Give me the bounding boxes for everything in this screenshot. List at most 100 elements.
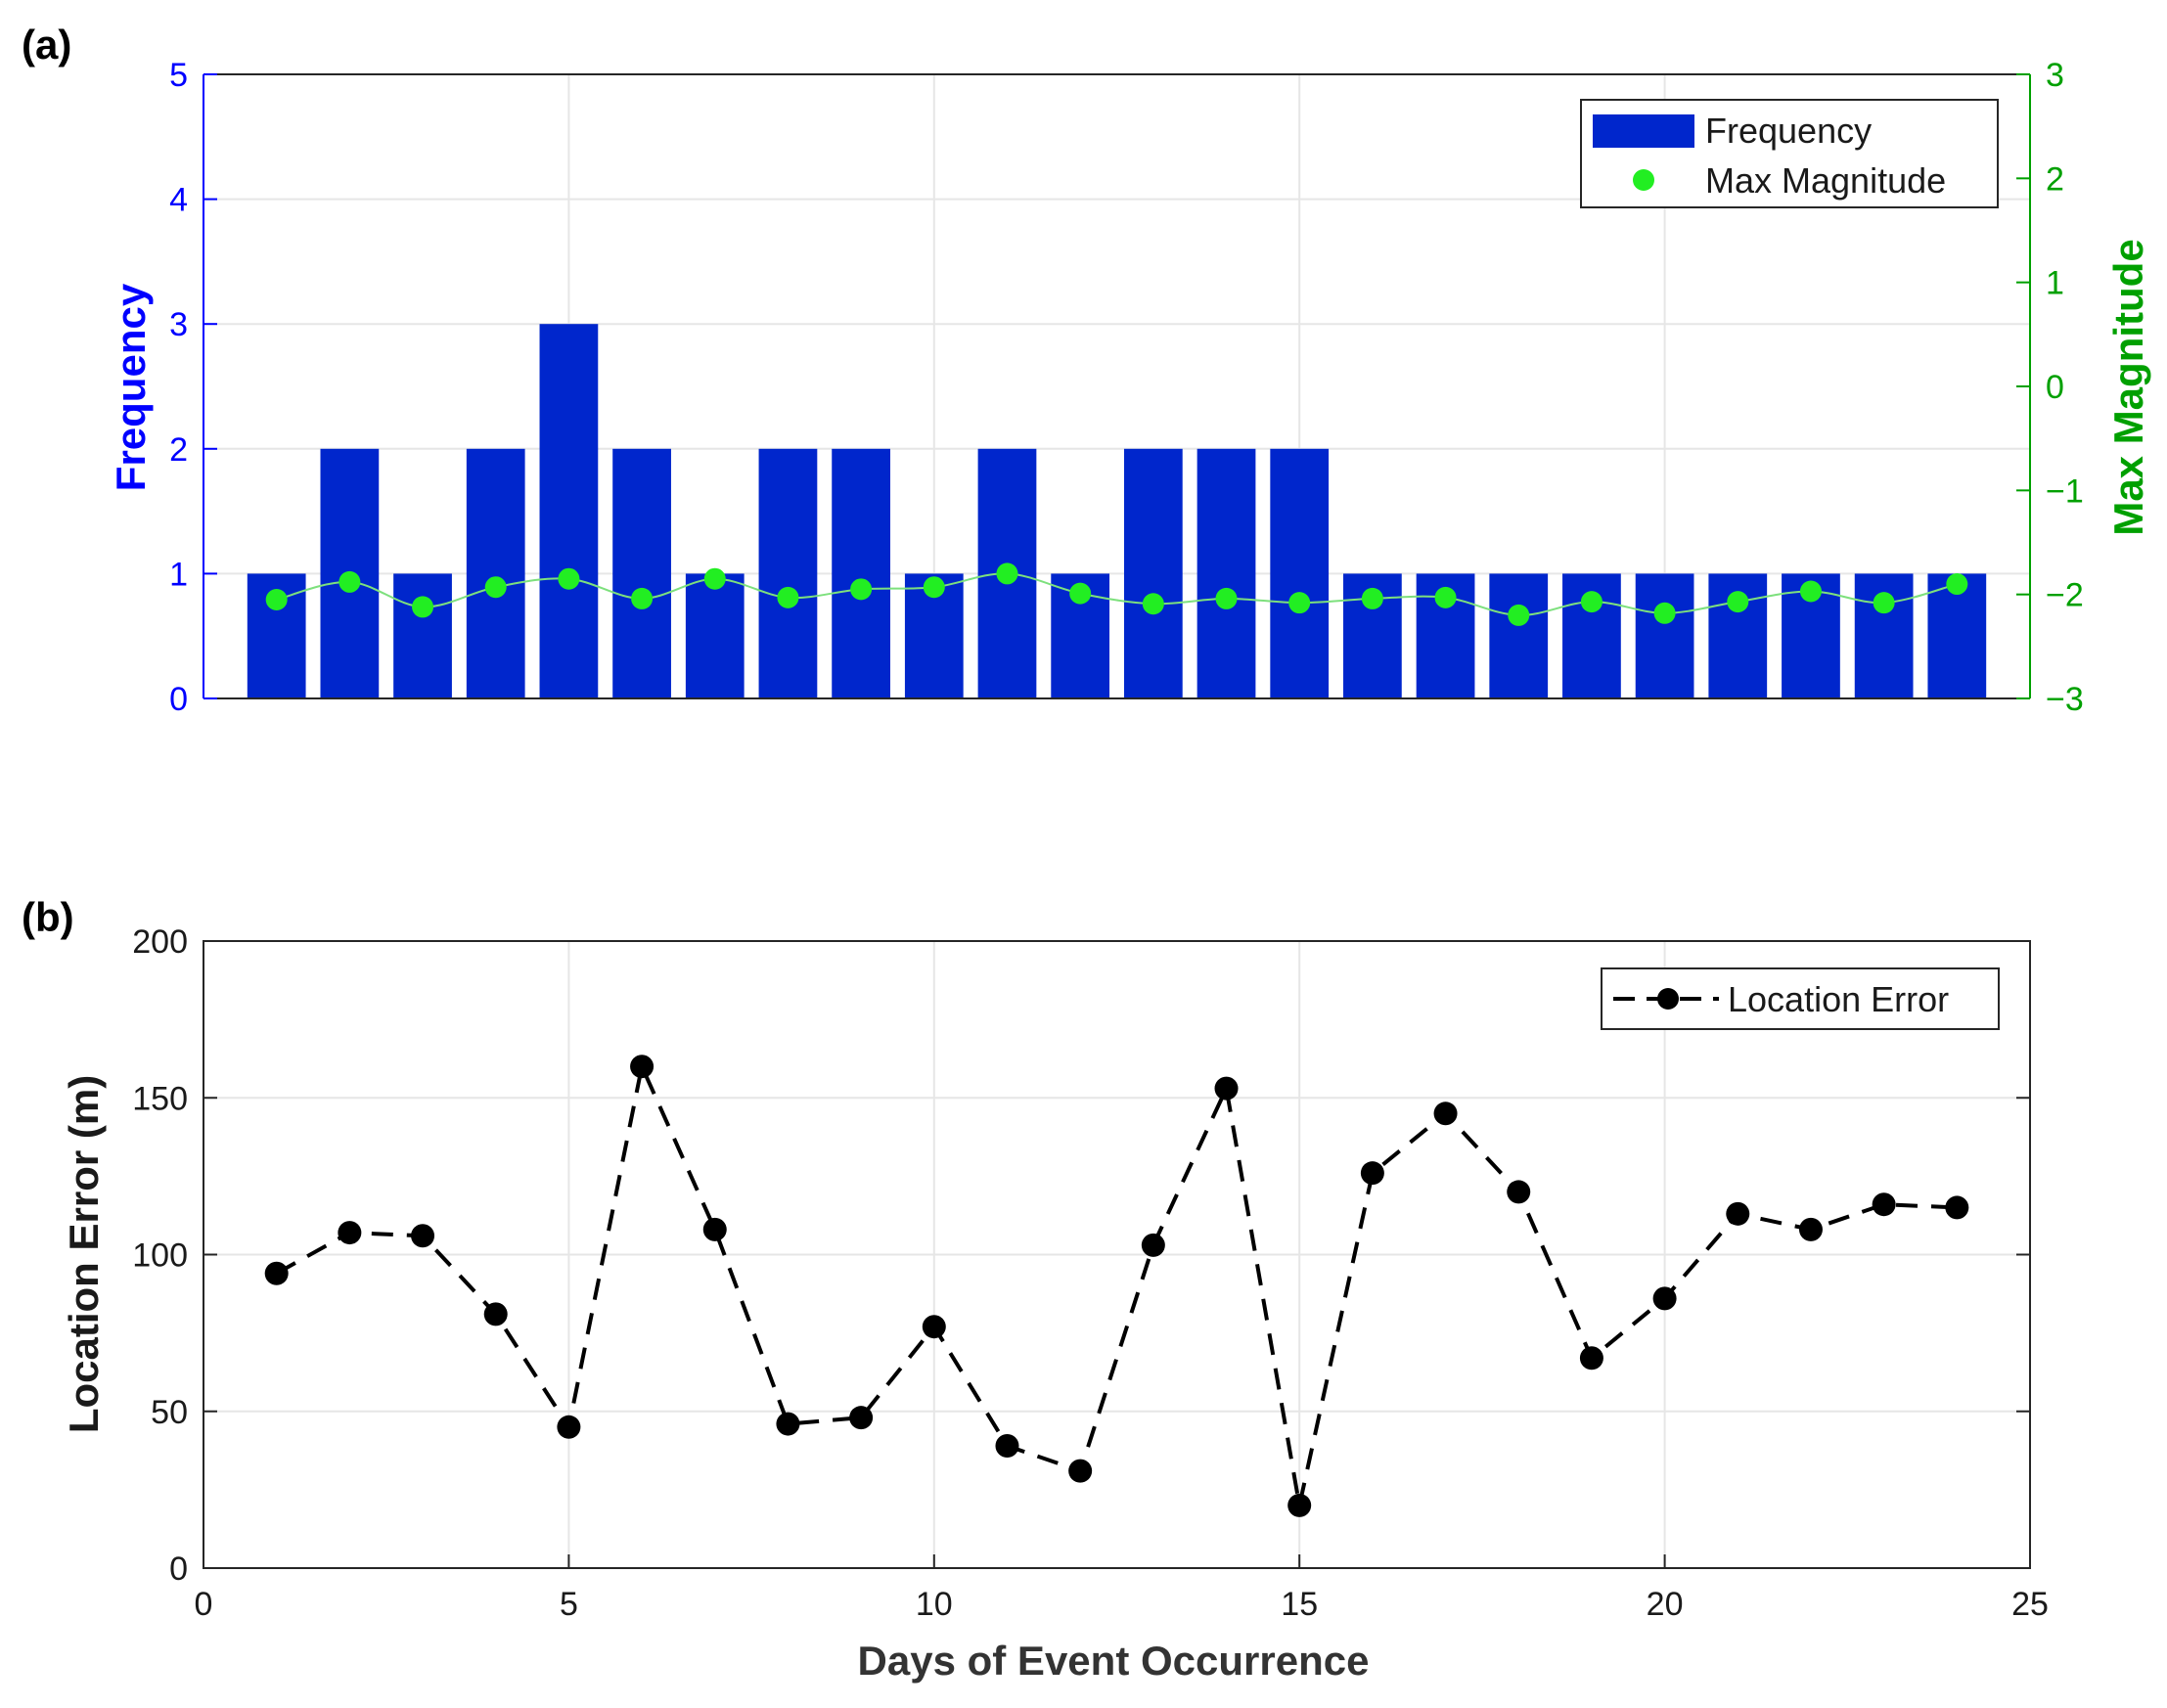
- max-magnitude-point: [777, 586, 799, 608]
- panel-a-right-tick-label: 1: [2046, 265, 2064, 302]
- location-error-point: [1652, 1286, 1677, 1311]
- max-magnitude-point: [1873, 592, 1895, 614]
- panel-b-grid: [203, 940, 2031, 1569]
- frequency-bar: [832, 448, 890, 698]
- panel-a-tag: (a): [22, 22, 71, 67]
- max-magnitude-point: [484, 576, 507, 599]
- panel-a-right-tick-label: 3: [2046, 57, 2064, 94]
- max-magnitude-point: [1508, 604, 1530, 626]
- panel-b-y-tick-label: 50: [151, 1394, 188, 1431]
- max-magnitude-point: [1361, 587, 1383, 609]
- max-magnitude-point: [1142, 593, 1164, 615]
- max-magnitude-point: [1069, 582, 1092, 605]
- location-error-point: [557, 1415, 581, 1439]
- location-error-points: [264, 1055, 1969, 1517]
- location-error-point: [411, 1224, 435, 1248]
- panel-a-left-tick-label: 4: [169, 182, 188, 219]
- max-magnitude-point: [631, 587, 654, 609]
- location-error-point: [1872, 1192, 1896, 1217]
- panel-b-x-tick-label: 5: [560, 1586, 578, 1623]
- frequency-bar: [612, 448, 671, 698]
- max-magnitude-point: [1653, 602, 1676, 624]
- frequency-bar: [1635, 573, 1694, 698]
- panel-b-x-tick-label: 20: [1647, 1586, 1684, 1623]
- location-error-point: [1726, 1201, 1750, 1226]
- location-error-point: [702, 1217, 727, 1241]
- panel-b-x-tick-label: 10: [916, 1586, 953, 1623]
- legend-frequency-swatch: [1593, 114, 1694, 148]
- max-magnitude-point: [1946, 573, 1968, 596]
- panel-a-legend: Frequency Max Magnitude: [1580, 99, 1999, 208]
- location-error-point: [264, 1261, 289, 1285]
- panel-a-right-tick-label: −2: [2046, 577, 2084, 614]
- panel-a-chart: 0 1 2 3 4 5 −3 −2 −1 0 1 2 3 Frequency Max Magnitud…: [108, 57, 2151, 718]
- max-magnitude-point: [1580, 591, 1603, 613]
- panel-b-y-tick-label: 0: [169, 1551, 188, 1588]
- panel-a-right-ticks: −3 −2 −1 0 1 2 3: [2016, 57, 2084, 718]
- max-magnitude-point: [1288, 592, 1311, 614]
- frequency-bar: [393, 573, 452, 698]
- legend-location-error-marker: [1657, 988, 1679, 1010]
- panel-a-left-tick-label: 0: [169, 681, 188, 718]
- frequency-bar: [466, 448, 525, 698]
- panel-b-chart: 0 50 100 150 200 0 5 10 15 20 25 Location Error (…: [61, 923, 2049, 1684]
- legend-max-magnitude-marker: [1633, 169, 1654, 191]
- location-error-point: [1214, 1076, 1239, 1101]
- max-magnitude-point: [412, 596, 434, 618]
- location-error-point: [630, 1055, 655, 1079]
- frequency-bar: [1489, 573, 1549, 698]
- panel-a-right-axis-title: Max Magnitude: [2105, 239, 2151, 535]
- max-magnitude-point: [558, 567, 580, 590]
- panel-a-left-ticks: 0 1 2 3 4 5: [169, 57, 217, 718]
- frequency-bar: [1270, 448, 1330, 698]
- panel-a-right-tick-label: 2: [2046, 160, 2064, 198]
- max-magnitude-point: [1799, 580, 1822, 603]
- location-error-point: [1507, 1180, 1531, 1204]
- panel-a-left-tick-label: 2: [169, 431, 188, 469]
- max-magnitude-point: [1434, 586, 1457, 608]
- max-magnitude-point: [923, 576, 945, 599]
- location-error-point: [1433, 1101, 1458, 1126]
- max-magnitude-point: [996, 562, 1018, 585]
- max-magnitude-points: [265, 562, 1968, 626]
- panel-b-legend: Location Error: [1601, 967, 2000, 1030]
- legend-frequency-label: Frequency: [1705, 111, 1872, 151]
- panel-b-y-tick-label: 200: [132, 923, 188, 961]
- panel-b-tag: (b): [22, 894, 74, 940]
- location-error-point: [338, 1221, 362, 1245]
- frequency-bars: [247, 324, 1987, 698]
- location-error-point: [1141, 1233, 1165, 1257]
- panel-a-left-tick-label: 5: [169, 57, 188, 94]
- panel-a-right-tick-label: −1: [2046, 472, 2084, 510]
- panel-a-y-axis-title: Frequency: [108, 283, 154, 491]
- location-error-point: [776, 1412, 800, 1436]
- frequency-bar: [1196, 448, 1256, 698]
- panel-a-left-tick-label: 3: [169, 306, 188, 343]
- max-magnitude-point: [703, 567, 726, 590]
- panel-b-y-tick-label: 150: [132, 1080, 188, 1117]
- max-magnitude-point: [339, 570, 361, 593]
- frequency-bar: [1123, 448, 1183, 698]
- max-magnitude-point: [850, 578, 873, 601]
- location-error-point: [1945, 1195, 1969, 1220]
- location-error-point: [1068, 1459, 1093, 1483]
- location-error-point: [849, 1406, 874, 1430]
- panel-a-right-tick-label: −3: [2046, 681, 2084, 718]
- location-error-point: [483, 1302, 508, 1326]
- max-magnitude-point: [1215, 587, 1238, 609]
- frequency-bar: [685, 573, 745, 698]
- location-error-point: [922, 1315, 946, 1339]
- panel-b-x-tick-label: 0: [195, 1586, 213, 1623]
- legend-max-magnitude-label: Max Magnitude: [1705, 160, 1946, 201]
- panel-b-x-tick-label: 25: [2011, 1586, 2049, 1623]
- frequency-bar: [539, 324, 599, 698]
- panel-b-x-tick-label: 15: [1281, 1586, 1318, 1623]
- location-error-point: [995, 1434, 1019, 1459]
- location-error-point: [1360, 1161, 1384, 1186]
- location-error-point: [1287, 1493, 1312, 1517]
- location-error-point: [1579, 1346, 1603, 1371]
- panel-b-y-axis-title: Location Error (m): [61, 1075, 107, 1433]
- panel-b-x-ticks: 0 5 10 15 20 25: [195, 1554, 2049, 1623]
- panel-a-left-tick-label: 1: [169, 556, 188, 593]
